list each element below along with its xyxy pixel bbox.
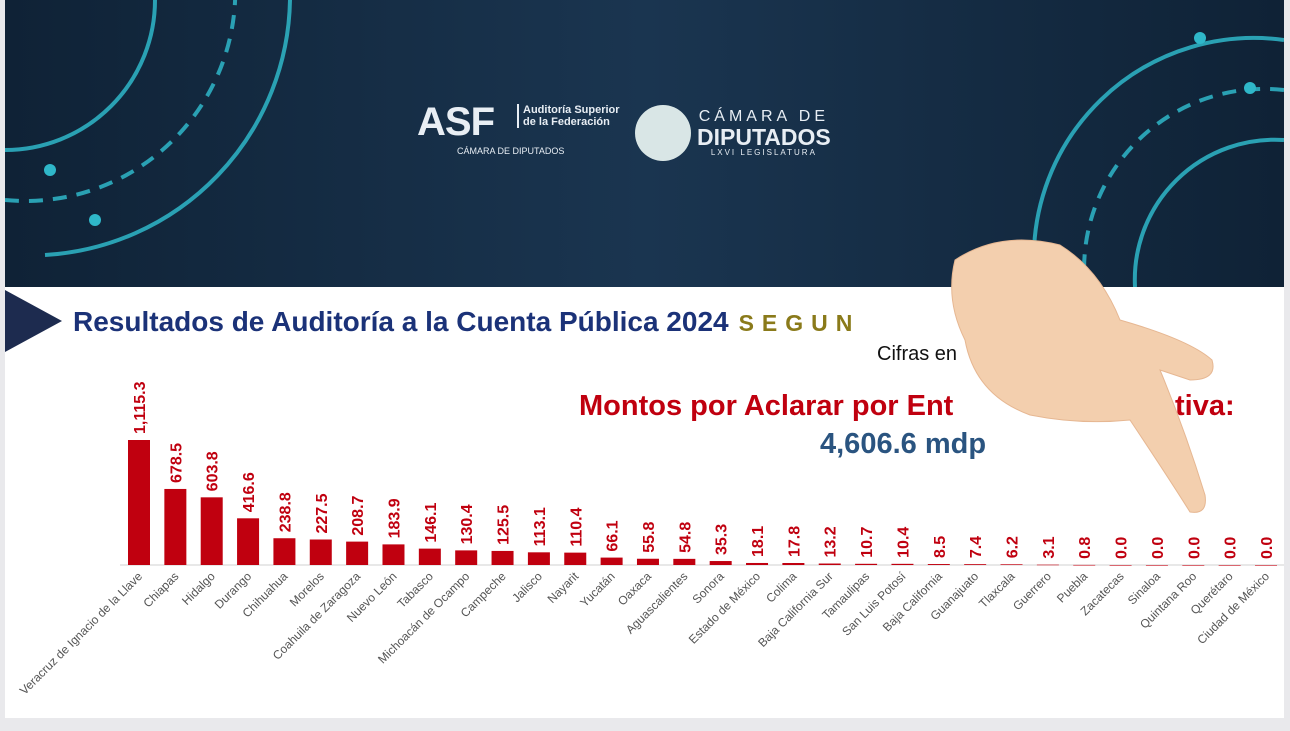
- category-label: San Luis Potosí: [839, 569, 909, 639]
- bar: [1182, 565, 1205, 566]
- data-label: 10.4: [895, 527, 912, 558]
- bar: [418, 548, 441, 565]
- bar: [818, 563, 841, 565]
- bar: [1109, 565, 1132, 566]
- bar: [782, 563, 805, 565]
- data-label: 416.6: [241, 472, 258, 512]
- data-label: 125.5: [496, 505, 513, 545]
- bar: [600, 557, 623, 565]
- data-label: 130.4: [459, 504, 476, 544]
- bar: [128, 440, 150, 565]
- data-label: 0.0: [1150, 537, 1167, 559]
- bar: [891, 563, 914, 565]
- headline: Montos por Aclarar por Ent: [579, 390, 954, 422]
- data-label: 3.1: [1041, 536, 1058, 558]
- category-label: Chiapas: [140, 569, 181, 610]
- bar: [673, 558, 696, 565]
- data-label: 113.1: [532, 507, 549, 546]
- data-label: 183.9: [386, 498, 403, 538]
- bar: [273, 538, 296, 565]
- asf-sub: CÁMARA DE DIPUTADOS: [457, 146, 565, 156]
- bar: [1000, 564, 1023, 565]
- bar: [1073, 564, 1096, 566]
- data-label: 7.4: [968, 536, 985, 558]
- data-label: 0.8: [1077, 537, 1094, 559]
- data-label: 18.1: [750, 526, 767, 557]
- title-main: Resultados de Auditoría a la Cuenta Públ…: [73, 306, 729, 337]
- bar: [200, 497, 223, 565]
- bar: [564, 552, 587, 565]
- data-label: 6.2: [1005, 536, 1022, 558]
- data-label: 54.8: [677, 522, 694, 553]
- bar: [1145, 565, 1168, 566]
- data-label: 603.8: [205, 451, 222, 491]
- data-label: 10.7: [859, 527, 876, 558]
- data-label: 1,115.3: [132, 381, 149, 434]
- data-label: 0.0: [1186, 537, 1203, 559]
- bar: [927, 564, 950, 565]
- data-label: 13.2: [823, 526, 840, 557]
- category-label: Yucatán: [577, 569, 618, 610]
- bar: [855, 563, 878, 565]
- camara-line1: CÁMARA DE: [698, 108, 829, 125]
- bar: [346, 541, 369, 565]
- category-label: Guerrero: [1010, 569, 1054, 613]
- title-entrega-start: SEGUN: [738, 310, 861, 336]
- category-label: Jalisco: [509, 569, 545, 605]
- bar: [1036, 564, 1059, 566]
- subtitle: Cifras en: [877, 343, 958, 365]
- asf-logo: ASF Auditoría Superior de la Federación …: [417, 100, 620, 156]
- bar: [636, 558, 659, 565]
- data-label: 55.8: [641, 522, 658, 553]
- data-label: 227.5: [314, 493, 331, 533]
- data-label: 0.0: [1223, 537, 1240, 559]
- bar: [382, 544, 405, 565]
- camara-logo: CÁMARA DE DIPUTADOS LXVI LEGISLATURA: [697, 108, 831, 157]
- bar: [237, 518, 260, 565]
- bar: [164, 488, 187, 565]
- camara-line2: DIPUTADOS: [697, 124, 831, 150]
- header-banner: ASF Auditoría Superior de la Federación …: [5, 0, 1284, 287]
- category-label: Nayarit: [545, 569, 582, 606]
- bar: [527, 552, 550, 565]
- data-label: 110.4: [568, 507, 585, 546]
- arrow-icon: [5, 290, 62, 352]
- bar: [455, 550, 478, 565]
- bar: [964, 564, 987, 565]
- data-label: 0.0: [1259, 537, 1276, 559]
- category-label: Veracruz de Ignacio de la Llave: [17, 569, 146, 698]
- data-label: 146.1: [423, 502, 440, 542]
- bar: [746, 562, 769, 565]
- bar: [1218, 565, 1241, 566]
- bar: [709, 561, 732, 565]
- data-label: 0.0: [1114, 537, 1131, 559]
- bar: [491, 550, 514, 565]
- data-label: 17.8: [786, 526, 803, 557]
- data-label: 678.5: [168, 443, 185, 483]
- data-label: 8.5: [932, 536, 949, 558]
- data-label: 35.3: [714, 524, 731, 555]
- data-label: 238.8: [277, 492, 294, 532]
- data-label: 66.1: [605, 520, 622, 551]
- asf-name: Auditoría Superior de la Federación: [517, 104, 633, 128]
- data-label: 208.7: [350, 495, 367, 535]
- bar: [1255, 565, 1277, 566]
- asf-abbr: ASF: [417, 100, 495, 144]
- seal-icon: [635, 105, 691, 161]
- bar: [309, 539, 332, 565]
- camara-line3: LXVI LEGISLATURA: [710, 148, 817, 157]
